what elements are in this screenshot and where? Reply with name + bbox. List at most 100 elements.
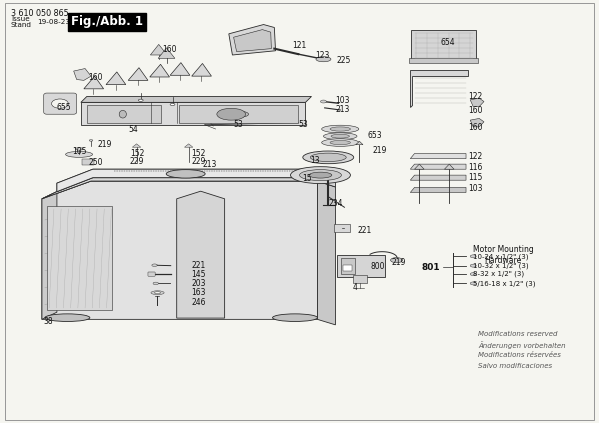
Ellipse shape	[320, 100, 326, 103]
Ellipse shape	[316, 57, 331, 62]
Text: 163: 163	[192, 288, 206, 297]
Text: 152: 152	[130, 148, 144, 158]
Ellipse shape	[322, 125, 359, 133]
Text: 152: 152	[191, 148, 205, 158]
Ellipse shape	[470, 273, 476, 276]
Text: 15: 15	[302, 174, 312, 183]
Text: 105: 105	[72, 147, 86, 157]
Polygon shape	[409, 58, 478, 63]
Polygon shape	[353, 275, 367, 283]
Polygon shape	[317, 181, 335, 325]
Text: 213: 213	[202, 160, 217, 170]
Text: 800: 800	[370, 262, 385, 271]
Text: 103: 103	[468, 184, 483, 193]
Ellipse shape	[330, 140, 350, 145]
Polygon shape	[470, 98, 484, 107]
Ellipse shape	[323, 133, 357, 140]
Polygon shape	[150, 44, 167, 55]
Polygon shape	[444, 164, 454, 169]
Polygon shape	[177, 191, 225, 318]
Text: 4: 4	[352, 283, 357, 292]
Polygon shape	[184, 144, 193, 147]
Ellipse shape	[470, 264, 476, 267]
Text: 234: 234	[328, 198, 343, 208]
Text: 221: 221	[357, 226, 371, 235]
Text: 655: 655	[57, 103, 71, 112]
Text: 19-08-23: 19-08-23	[37, 19, 70, 25]
Polygon shape	[410, 164, 466, 169]
Polygon shape	[42, 178, 320, 199]
Text: 160: 160	[468, 123, 483, 132]
Text: 53: 53	[234, 120, 243, 129]
Polygon shape	[410, 175, 466, 180]
Polygon shape	[74, 69, 91, 80]
Text: 219: 219	[392, 258, 406, 267]
Text: Fig./Abb. 1: Fig./Abb. 1	[71, 16, 143, 28]
Ellipse shape	[75, 148, 83, 150]
Text: 160: 160	[162, 45, 176, 55]
Text: Modifications reserved: Modifications reserved	[478, 331, 558, 337]
FancyBboxPatch shape	[411, 30, 476, 61]
Text: 122: 122	[468, 92, 483, 101]
FancyBboxPatch shape	[47, 206, 112, 310]
Ellipse shape	[231, 111, 249, 117]
Polygon shape	[410, 187, 466, 192]
Text: 221: 221	[192, 261, 206, 270]
Ellipse shape	[167, 170, 205, 178]
Ellipse shape	[322, 139, 359, 146]
Text: 38: 38	[43, 317, 53, 326]
Ellipse shape	[309, 172, 332, 178]
Text: 250: 250	[89, 158, 103, 168]
Polygon shape	[170, 63, 190, 75]
Polygon shape	[87, 105, 161, 123]
Text: 103: 103	[335, 96, 350, 105]
Ellipse shape	[310, 153, 346, 162]
Text: 53: 53	[298, 120, 308, 129]
Text: 203: 203	[192, 279, 206, 288]
Text: 123: 123	[316, 51, 330, 60]
Ellipse shape	[217, 108, 246, 120]
FancyBboxPatch shape	[44, 93, 77, 114]
Ellipse shape	[331, 135, 349, 138]
Ellipse shape	[291, 167, 350, 184]
FancyBboxPatch shape	[337, 255, 385, 277]
Polygon shape	[42, 192, 57, 319]
Polygon shape	[470, 118, 484, 127]
Ellipse shape	[153, 282, 159, 285]
Text: 54: 54	[129, 125, 138, 135]
Text: 246: 246	[192, 298, 206, 307]
Text: 219: 219	[373, 146, 387, 155]
Text: 219: 219	[98, 140, 112, 149]
Text: 801: 801	[422, 263, 440, 272]
Text: Issue: Issue	[11, 16, 29, 22]
Text: 145: 145	[192, 269, 206, 279]
Ellipse shape	[45, 314, 90, 321]
Text: 229: 229	[130, 157, 144, 166]
Polygon shape	[410, 154, 466, 159]
Ellipse shape	[155, 292, 161, 294]
FancyBboxPatch shape	[341, 258, 355, 274]
Text: 229: 229	[191, 157, 205, 166]
Polygon shape	[415, 164, 424, 169]
Polygon shape	[42, 178, 335, 199]
FancyBboxPatch shape	[82, 159, 94, 165]
Text: 5/16-18 x 1/2" (3): 5/16-18 x 1/2" (3)	[473, 280, 536, 287]
Text: 10-32 x 1/2" (3): 10-32 x 1/2" (3)	[473, 262, 529, 269]
Text: 160: 160	[468, 106, 483, 115]
Polygon shape	[158, 48, 175, 58]
Text: 160: 160	[89, 73, 103, 82]
Polygon shape	[57, 169, 335, 192]
Ellipse shape	[151, 291, 164, 294]
Polygon shape	[57, 169, 335, 192]
Ellipse shape	[470, 282, 476, 285]
Ellipse shape	[170, 104, 175, 106]
Ellipse shape	[330, 127, 350, 131]
Ellipse shape	[65, 151, 92, 157]
Polygon shape	[84, 76, 104, 89]
Polygon shape	[81, 102, 305, 125]
Text: 225: 225	[337, 55, 351, 65]
Text: Motor Mounting
Hardware: Motor Mounting Hardware	[473, 245, 534, 265]
Text: 654: 654	[440, 38, 455, 47]
Polygon shape	[234, 30, 271, 52]
FancyBboxPatch shape	[334, 224, 350, 232]
